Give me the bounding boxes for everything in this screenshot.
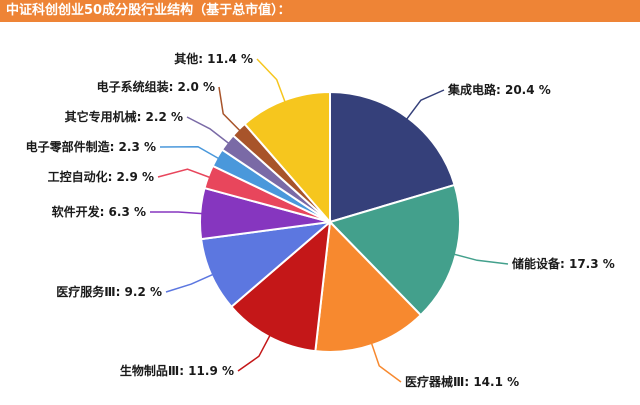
leader-line-4 [165,273,214,293]
leader-line-10 [256,58,286,103]
slice-label-7: 电子零部件制造: 2.3 % [26,139,156,154]
leader-line-8 [186,116,230,145]
slice-label-9: 电子系统组装: 2.0 % [97,79,215,94]
slice-label-5: 软件开发: 6.3 % [52,204,146,219]
page-title: 中证科创创业50成分股行业结构（基于总市值）： [6,3,291,18]
slice-label-10: 其他: 11.4 % [174,51,253,66]
slice-label-4: 医疗服务Ⅲ: 9.2 % [56,284,162,299]
slice-label-1: 储能设备: 17.3 % [512,256,615,271]
slice-label-8: 其它专用机械: 2.2 % [65,109,183,124]
leader-line-2 [370,342,402,383]
slice-labels: 集成电路: 20.4 % 储能设备: 17.3 % 医疗器械Ⅲ: 14.1 % 生物制… [26,51,615,389]
leader-line-7 [159,145,220,160]
slice-label-0: 集成电路: 20.4 % [447,82,551,97]
leader-line-3 [237,334,271,372]
title-bar: 中证科创创业50成分股行业结构（基于总市值）： [0,0,640,22]
slice-label-2: 医疗器械Ⅲ: 14.1 % [405,374,519,389]
leader-line-0 [405,89,445,120]
pie-slices [199,90,461,353]
leader-lines [150,58,509,383]
leader-line-9 [218,86,241,132]
leader-line-5 [150,211,203,215]
leader-line-6 [157,168,211,179]
slice-label-6: 工控自动化: 2.9 % [48,169,154,184]
slice-label-3: 生物制品Ⅲ: 11.9 % [120,363,234,378]
leader-line-1 [453,253,509,265]
